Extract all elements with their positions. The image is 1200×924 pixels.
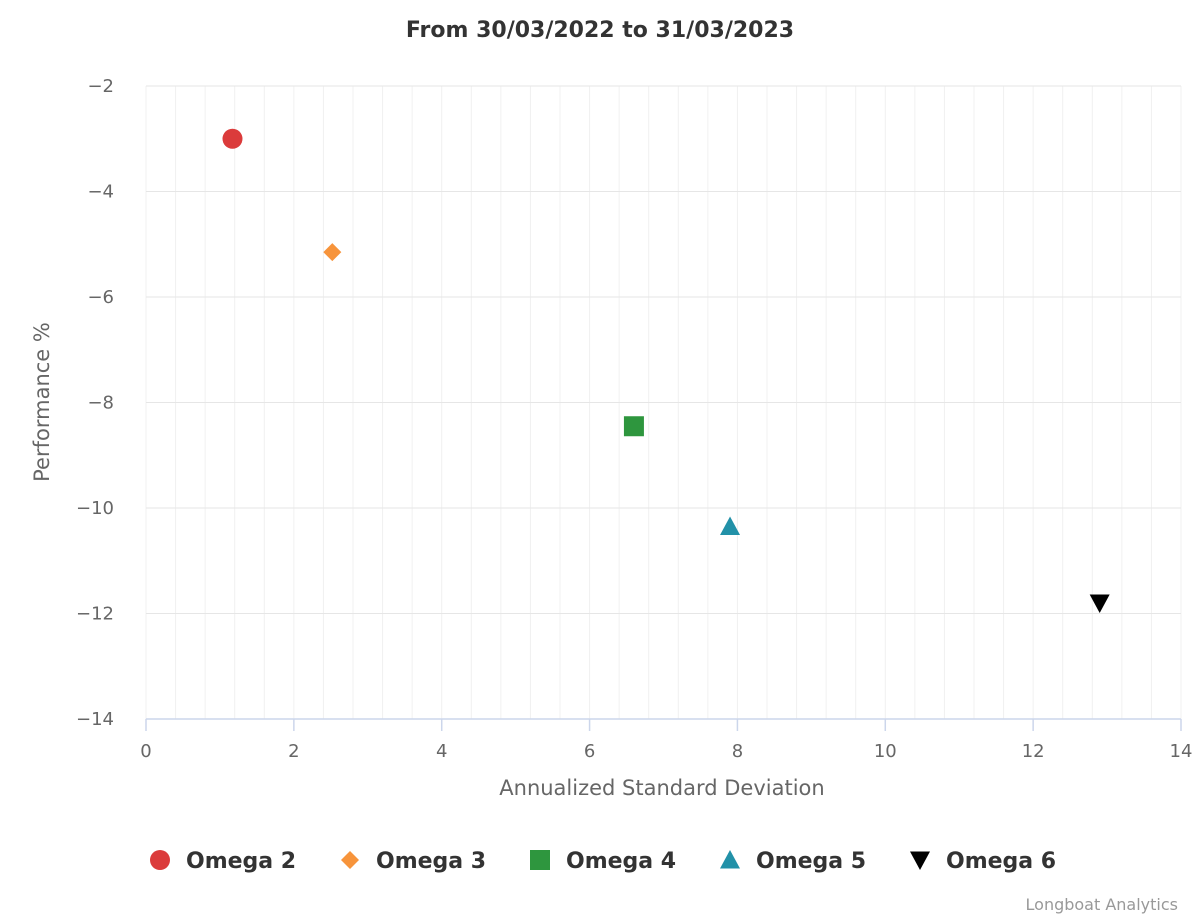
point-omega-5 xyxy=(720,516,741,535)
legend: Omega 2 Omega 3 Omega 4 Omega 5 Omega 6 xyxy=(150,849,1056,874)
chart-title: From 30/03/2022 to 31/03/2023 xyxy=(406,18,794,43)
x-axis-title: Annualized Standard Deviation xyxy=(499,776,824,800)
y-tick-label: −10 xyxy=(76,498,114,519)
y-tick-label: −12 xyxy=(76,604,114,625)
x-tick-label: 12 xyxy=(1022,741,1045,762)
y-tick-label: −6 xyxy=(87,287,114,308)
data-points xyxy=(222,128,1110,613)
legend-marker-omega-6 xyxy=(910,851,930,870)
legend-marker-omega-4 xyxy=(530,850,550,870)
legend-marker-omega-2 xyxy=(150,850,170,870)
point-omega-6 xyxy=(1089,594,1110,613)
y-tick-label: −4 xyxy=(87,182,114,203)
legend-label: Omega 5 xyxy=(756,849,866,874)
y-axis-title: Performance % xyxy=(30,322,54,482)
legend-item-omega-2[interactable]: Omega 2 xyxy=(150,849,296,874)
point-omega-3 xyxy=(323,243,342,262)
legend-item-omega-5[interactable]: Omega 5 xyxy=(720,849,866,874)
point-omega-4 xyxy=(623,416,644,437)
legend-label: Omega 4 xyxy=(566,849,676,874)
y-tick-label: −2 xyxy=(87,76,114,97)
x-tick-label: 4 xyxy=(436,741,447,762)
major-grid xyxy=(146,85,1181,720)
point-omega-2 xyxy=(222,128,243,149)
y-tick-label: −14 xyxy=(76,709,114,730)
x-tick-label: 14 xyxy=(1170,741,1193,762)
x-tick-label: 2 xyxy=(288,741,299,762)
x-tick-label: 6 xyxy=(584,741,595,762)
legend-item-omega-3[interactable]: Omega 3 xyxy=(341,849,486,874)
x-tick-label: 0 xyxy=(140,741,151,762)
legend-item-omega-4[interactable]: Omega 4 xyxy=(530,849,676,874)
legend-marker-omega-3 xyxy=(341,851,359,869)
legend-label: Omega 3 xyxy=(376,849,486,874)
x-tick-label: 8 xyxy=(732,741,743,762)
credits[interactable]: Longboat Analytics xyxy=(1026,895,1178,914)
x-tick-label: 10 xyxy=(874,741,897,762)
legend-marker-omega-5 xyxy=(720,850,740,869)
legend-item-omega-6[interactable]: Omega 6 xyxy=(910,849,1056,874)
x-axis: 0 2 4 6 8 10 12 14 xyxy=(140,718,1193,762)
legend-label: Omega 6 xyxy=(946,849,1056,874)
y-axis: −14 −12 −10 −8 −6 −4 −2 xyxy=(76,76,114,730)
y-tick-label: −8 xyxy=(87,393,114,414)
legend-label: Omega 2 xyxy=(186,849,296,874)
